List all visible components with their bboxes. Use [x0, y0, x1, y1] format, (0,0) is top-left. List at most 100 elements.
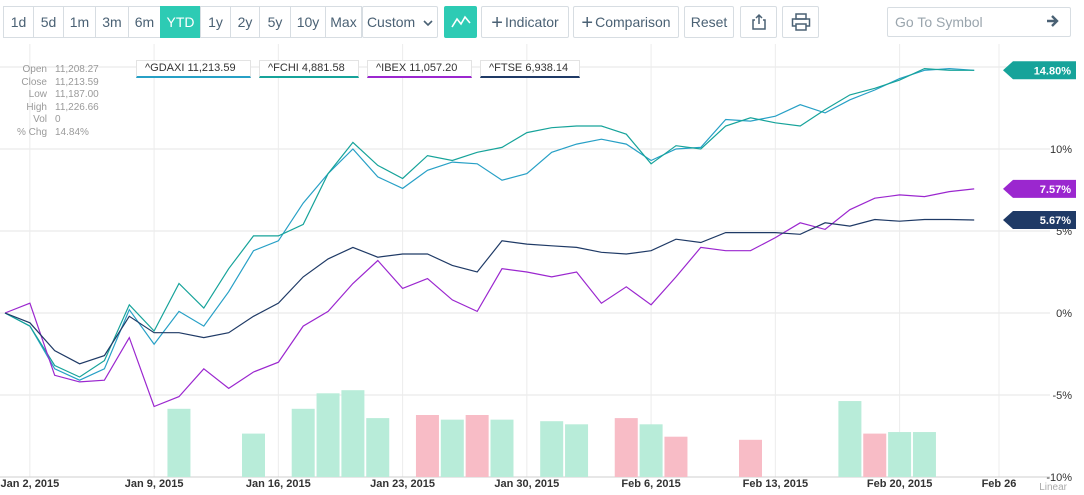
readout-row: Open 11,208.27	[8, 64, 99, 77]
end-tag-ftse	[1003, 211, 1076, 230]
reset-label: Reset	[690, 14, 728, 30]
volume-bar	[242, 433, 265, 477]
plus-icon: +	[581, 12, 594, 34]
readout-value: 11,226.66	[55, 101, 99, 113]
volume-bar	[465, 415, 489, 477]
readout-row: % Chg 14.84%	[8, 127, 99, 140]
volume-bar	[366, 418, 390, 477]
legend-item-ftse[interactable]: ^FTSE 6,938.14	[480, 60, 580, 78]
volume-bar	[167, 408, 191, 477]
end-tag-label: 7.57%	[1040, 184, 1071, 196]
line-chart-icon	[450, 15, 471, 28]
volume-bar	[316, 393, 340, 477]
x-tick-label: Jan 2, 2015	[0, 478, 59, 490]
readout-row: Vol 0	[8, 114, 99, 127]
volume-bar	[415, 415, 439, 477]
x-tick-label: Feb 6, 2015	[621, 478, 680, 490]
x-tick-label: Feb 13, 2015	[743, 478, 808, 490]
chart-area[interactable]: Jan 2, 2015 Jan 9, 2015 Jan 16, 2015 Jan 23…	[0, 44, 1084, 495]
volume-bar	[341, 390, 365, 477]
chart-legend: ^GDAXI 11,213.59 ^FCHI 4,881.58 ^IBEX 11,0…	[136, 60, 580, 78]
range-button-5y[interactable]: 5y	[259, 6, 291, 38]
readout-label: % Chg	[16, 126, 47, 138]
end-tag-ibex	[1003, 179, 1076, 198]
comparison-label: Comparison	[595, 14, 671, 30]
range-button-ytd[interactable]: YTD	[160, 6, 201, 38]
x-tick-label: Jan 9, 2015	[125, 478, 184, 490]
plus-icon: +	[491, 12, 503, 34]
end-tag-fchi	[1003, 61, 1076, 80]
volume-bar	[739, 439, 762, 477]
readout-label: Low	[28, 89, 47, 100]
volume-bar	[838, 401, 862, 477]
readout-label: Close	[21, 76, 47, 88]
symbol-search-input[interactable]: Go To Symbol	[887, 7, 1071, 37]
x-tick-label: Feb 26	[982, 478, 1017, 490]
arrow-right-icon[interactable]	[1046, 14, 1060, 28]
volume-bar	[614, 418, 638, 477]
readout-value: 0	[55, 114, 61, 125]
readout-row: Low 11,187.00	[8, 89, 99, 102]
indicator-button[interactable]: + Indicator	[481, 6, 569, 38]
indicator-label: Indicator	[504, 14, 559, 30]
range-button-1d[interactable]: 1d	[3, 6, 34, 38]
readout-label: Vol	[33, 114, 47, 125]
legend-item-fchi[interactable]: ^FCHI 4,881.58	[259, 60, 359, 78]
legend-item-ibex[interactable]: ^IBEX 11,057.20	[367, 60, 472, 78]
range-button-1y[interactable]: 1y	[200, 6, 231, 38]
ohlc-readout: Open 11,208.27 Close 11,213.59 Low 11,187.00 H…	[8, 64, 99, 139]
reset-button[interactable]: Reset	[684, 6, 734, 38]
end-tag-label: 5.67%	[1040, 215, 1071, 227]
chart-type-button[interactable]	[444, 6, 477, 38]
legend-item-gdaxi[interactable]: ^GDAXI 11,213.59	[136, 60, 251, 78]
readout-label: High	[26, 101, 47, 113]
print-button[interactable]	[782, 6, 819, 38]
range-button-6m[interactable]: 6m	[128, 6, 161, 38]
x-tick-label: Jan 30, 2015	[494, 478, 559, 490]
volume-bar	[664, 436, 688, 477]
end-tag-label: 14.80%	[1034, 65, 1072, 77]
y-tick-label: -10%	[1046, 472, 1072, 484]
range-button-1m[interactable]: 1m	[63, 6, 96, 38]
series-line-gdaxi	[4, 67, 975, 381]
range-button-5d[interactable]: 5d	[33, 6, 64, 38]
volume-bar	[565, 424, 589, 477]
volume-bar	[440, 419, 464, 477]
volume-bar	[291, 408, 315, 477]
volume-bar	[490, 419, 514, 477]
share-button[interactable]	[740, 6, 777, 38]
chevron-down-icon	[423, 20, 433, 27]
x-tick-label: Jan 16, 2015	[246, 478, 311, 490]
y-tick-label: 10%	[1050, 144, 1072, 156]
print-icon	[791, 13, 810, 31]
series-line-ibex	[4, 188, 975, 408]
chart-toolbar: 1d 5d 1m 3m 6m YTD 1y 2y 5y 10y Max Custom + Indica…	[0, 0, 1084, 44]
volume-bar	[540, 421, 564, 477]
volume-bar	[888, 432, 912, 477]
range-button-3m[interactable]: 3m	[95, 6, 129, 38]
search-placeholder: Go To Symbol	[895, 14, 983, 30]
volume-bar	[639, 424, 663, 477]
range-button-10y[interactable]: 10y	[290, 6, 326, 38]
x-tick-label: Jan 23, 2015	[370, 478, 435, 490]
y-tick-label: -5%	[1052, 390, 1072, 402]
y-tick-label: 0%	[1056, 308, 1072, 320]
volume-bar	[912, 432, 936, 477]
x-tick-label: Feb 20, 2015	[867, 478, 932, 490]
readout-row: Close 11,213.59	[8, 76, 99, 90]
range-button-2y[interactable]: 2y	[230, 6, 260, 38]
readout-value: 11,187.00	[55, 89, 99, 100]
scale-label: Linear	[1039, 482, 1067, 493]
readout-row: High 11,226.66	[8, 101, 99, 115]
readout-label: Open	[22, 64, 47, 75]
comparison-chart[interactable]: Jan 2, 2015 Jan 9, 2015 Jan 16, 2015 Jan 23…	[0, 44, 1084, 495]
series-line-ftse	[4, 218, 975, 365]
comparison-button[interactable]: + Comparison	[573, 6, 679, 38]
custom-range-dropdown[interactable]: Custom	[362, 6, 438, 38]
range-button-max[interactable]: Max	[325, 6, 362, 38]
readout-value: 11,213.59	[55, 76, 99, 88]
series-line-fchi	[4, 67, 975, 378]
volume-bar	[863, 433, 887, 477]
readout-value: 14.84%	[55, 126, 89, 138]
share-icon	[751, 13, 766, 30]
